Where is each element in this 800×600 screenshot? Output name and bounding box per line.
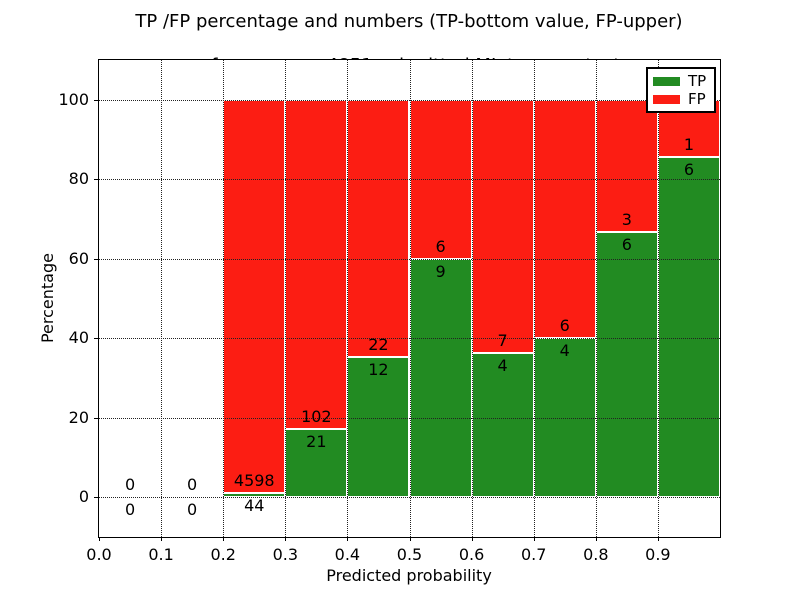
x-tick-label: 0.1 [148,545,174,564]
tp-count-label: 6 [621,235,632,255]
x-tick-label: 0.6 [458,545,485,564]
bars-layer [99,60,720,537]
bar-fp-segment [223,99,286,494]
fp-count-label: 0 [124,475,136,495]
x-tick-label: 0.4 [334,545,361,564]
legend-row-fp: FP [653,89,709,108]
x-tick-label: 0.7 [520,545,547,564]
tp-count-label: 12 [368,359,389,379]
fp-count-label: 3 [621,210,632,230]
tp-count-label: 9 [435,261,446,281]
legend-row-tp: TP [653,71,709,90]
x-tick-mark [223,537,225,541]
fp-count-label: 102 [301,407,332,427]
x-tick-label: 0.5 [396,545,423,564]
x-tick-label: 0.2 [210,545,236,564]
tp-count-label: 0 [124,500,136,520]
x-tick-label: 0.0 [86,545,112,564]
v-gridline [161,60,163,537]
plot-area: 0 0 0 0 4598 44 102 21 22 12 6 9 7 4 6 4 3 6 1 6 [98,59,721,538]
tp-count-label: 44 [244,496,265,516]
fp-count-label: 6 [559,316,570,336]
grid-layer [99,60,720,537]
fp-count-label: 22 [368,334,389,354]
x-axis-label: Predicted probability [326,566,492,585]
bar-tp-segment [471,352,534,498]
tp-count-label: 21 [306,432,327,452]
y-tick-label: 0 [78,487,89,507]
tp-count-label: 6 [683,159,695,179]
tp-legend-swatch [653,76,680,86]
y-tick-label: 80 [68,169,89,189]
v-gridline [657,60,659,537]
legend-label-fp: FP [688,89,706,108]
fp-count-label: 6 [435,236,446,256]
x-tick-label: 0.8 [583,545,609,564]
fp-count-label: 0 [187,475,198,495]
x-tick-mark [657,537,659,541]
fp-count-label: 1 [683,134,695,154]
x-tick-mark [595,537,597,541]
y-tick-mark [94,497,98,499]
x-tick-label: 0.9 [645,545,671,564]
y-tick-mark [94,417,98,419]
y-tick-mark [94,338,98,340]
y-tick-mark [94,179,98,181]
labels-layer: 0 0 0 0 4598 44 102 21 22 12 6 9 7 4 6 4 3 6 1 6 [99,60,720,537]
x-tick-mark [409,537,411,541]
fp-count-label: 4598 [233,471,275,491]
y-tick-label: 20 [68,407,89,427]
fp-count-label: 7 [497,330,508,350]
x-tick-mark [347,537,349,541]
v-gridline [533,60,535,537]
v-gridline [347,60,349,537]
legend: TP FP [646,67,716,113]
tp-count-label: 4 [559,341,570,361]
tp-count-label: 4 [497,355,508,375]
y-tick-label: 100 [58,89,89,109]
x-tick-mark [471,537,473,541]
x-tick-mark [533,537,535,541]
legend-label-tp: TP [688,71,707,90]
y-tick-mark [94,99,98,101]
v-gridline [471,60,473,537]
y-tick-label: 40 [68,328,89,348]
x-tick-label: 0.3 [272,545,299,564]
y-tick-mark [94,258,98,260]
bar-tp-segment [595,232,658,498]
fp-legend-swatch [653,94,680,104]
x-tick-mark [161,537,163,541]
v-gridline [409,60,411,537]
v-gridline [285,60,287,537]
x-tick-mark [99,537,100,541]
v-gridline [223,60,225,537]
y-tick-label: 60 [68,248,89,268]
chart-title-line1: TP /FP percentage and numbers (TP-bottom… [135,11,683,32]
bar-tp-segment [409,258,472,498]
bar-fp-segment [347,99,410,357]
x-tick-mark [285,537,287,541]
tp-count-label: 0 [187,500,198,520]
v-gridline [595,60,597,537]
